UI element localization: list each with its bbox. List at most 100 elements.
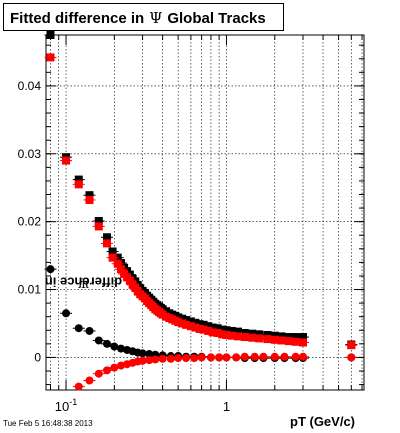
- data-point: [255, 334, 264, 343]
- x-axis-label: pT (GeV/c): [290, 414, 356, 429]
- data-point: [218, 325, 227, 334]
- data-point: [222, 353, 231, 362]
- data-point: [190, 354, 199, 363]
- y-tick-label: 0.04: [18, 79, 42, 93]
- x-tick-label: 1: [223, 399, 230, 414]
- data-point: [233, 332, 242, 341]
- y-tick-label: 0.01: [18, 283, 42, 297]
- data-point: [263, 335, 272, 344]
- y-tick-label: 0.02: [18, 215, 42, 229]
- data-point: [208, 323, 217, 332]
- data-point: [94, 216, 103, 225]
- data-point: [299, 338, 308, 347]
- data-point: [145, 350, 154, 359]
- y-axis-label: difference in Ψ: [6, 152, 122, 312]
- data-point: [270, 331, 279, 340]
- data-point: [94, 222, 103, 231]
- axis-ticks: [46, 35, 364, 390]
- data-point: [299, 333, 308, 342]
- data-point: [208, 328, 217, 337]
- data-point: [291, 352, 300, 361]
- data-point: [85, 376, 94, 385]
- data-point: [240, 352, 249, 361]
- data-point: [270, 352, 279, 361]
- data-point: [270, 335, 279, 344]
- tick-labels: 0 0.01 0.02 0.03 0.04 10-1 1: [18, 79, 230, 414]
- data-point: [182, 354, 191, 363]
- grid-lines: [46, 35, 364, 390]
- data-point: [215, 353, 224, 362]
- data-point: [182, 320, 191, 329]
- y-tick-label: 0: [34, 350, 41, 364]
- data-point: [46, 265, 55, 274]
- data-point: [191, 323, 200, 332]
- data-point: [248, 333, 257, 342]
- data-point: [94, 336, 103, 345]
- data-point: [299, 352, 308, 361]
- data-point: [102, 339, 111, 348]
- data-point: [277, 332, 286, 341]
- data-point: [174, 318, 183, 327]
- data-point: [227, 326, 236, 335]
- y-tick-label: 0.03: [18, 147, 42, 161]
- series-0: [44, 31, 358, 349]
- data-point: [131, 283, 140, 292]
- data-point: [204, 326, 213, 335]
- data-point: [125, 276, 134, 285]
- title-box: Fitted difference in Ψ Global Tracks: [3, 3, 284, 31]
- data-point: [213, 324, 222, 333]
- data-point: [233, 327, 242, 336]
- data-point: [74, 324, 83, 333]
- data-point: [277, 336, 286, 345]
- data-point: [259, 352, 268, 361]
- data-point: [116, 344, 125, 353]
- data-point: [62, 156, 71, 165]
- data-point: [74, 175, 83, 184]
- data-point: [108, 247, 117, 256]
- timestamp: Tue Feb 5 16:48:38 2013: [3, 419, 93, 428]
- data-point: [347, 353, 356, 362]
- data-point: [102, 239, 111, 248]
- data-point: [218, 330, 227, 339]
- data-point: [138, 349, 147, 358]
- data-point: [199, 325, 208, 334]
- data-point: [199, 320, 208, 329]
- data-point: [74, 382, 83, 391]
- data-point: [85, 326, 94, 335]
- chart-title: Fitted difference in Ψ Global Tracks: [10, 9, 266, 27]
- data-point: [204, 322, 213, 331]
- data-point: [85, 191, 94, 200]
- psi-symbol: Ψ: [149, 9, 163, 27]
- data-point: [186, 322, 195, 331]
- data-point: [222, 326, 231, 335]
- x-tick-label: 10-1: [55, 397, 77, 414]
- data-point: [232, 353, 241, 362]
- chart-title-prefix: Fitted difference in: [10, 10, 145, 27]
- data-point: [248, 329, 257, 338]
- data-point: [284, 333, 293, 342]
- data-point: [291, 337, 300, 346]
- data-point: [191, 318, 200, 327]
- data-point: [280, 352, 289, 361]
- data-point: [151, 355, 160, 364]
- data-point: [46, 53, 55, 62]
- data-point: [240, 328, 249, 337]
- plot-frame: [45, 34, 365, 391]
- data-point: [113, 259, 122, 268]
- data-point: [94, 369, 103, 378]
- series-3: [72, 352, 358, 391]
- data-point: [255, 330, 264, 339]
- data-point: [102, 233, 111, 242]
- data-point: [291, 333, 300, 342]
- data-point: [186, 317, 195, 326]
- data-point: [166, 354, 175, 363]
- data-point: [197, 353, 206, 362]
- data-marks: [44, 31, 358, 391]
- y-axis-psi-symbol: Ψ: [77, 274, 90, 290]
- data-point: [227, 331, 236, 340]
- data-point: [240, 333, 249, 342]
- data-point: [145, 356, 154, 365]
- data-point: [347, 341, 356, 350]
- data-point: [62, 309, 71, 318]
